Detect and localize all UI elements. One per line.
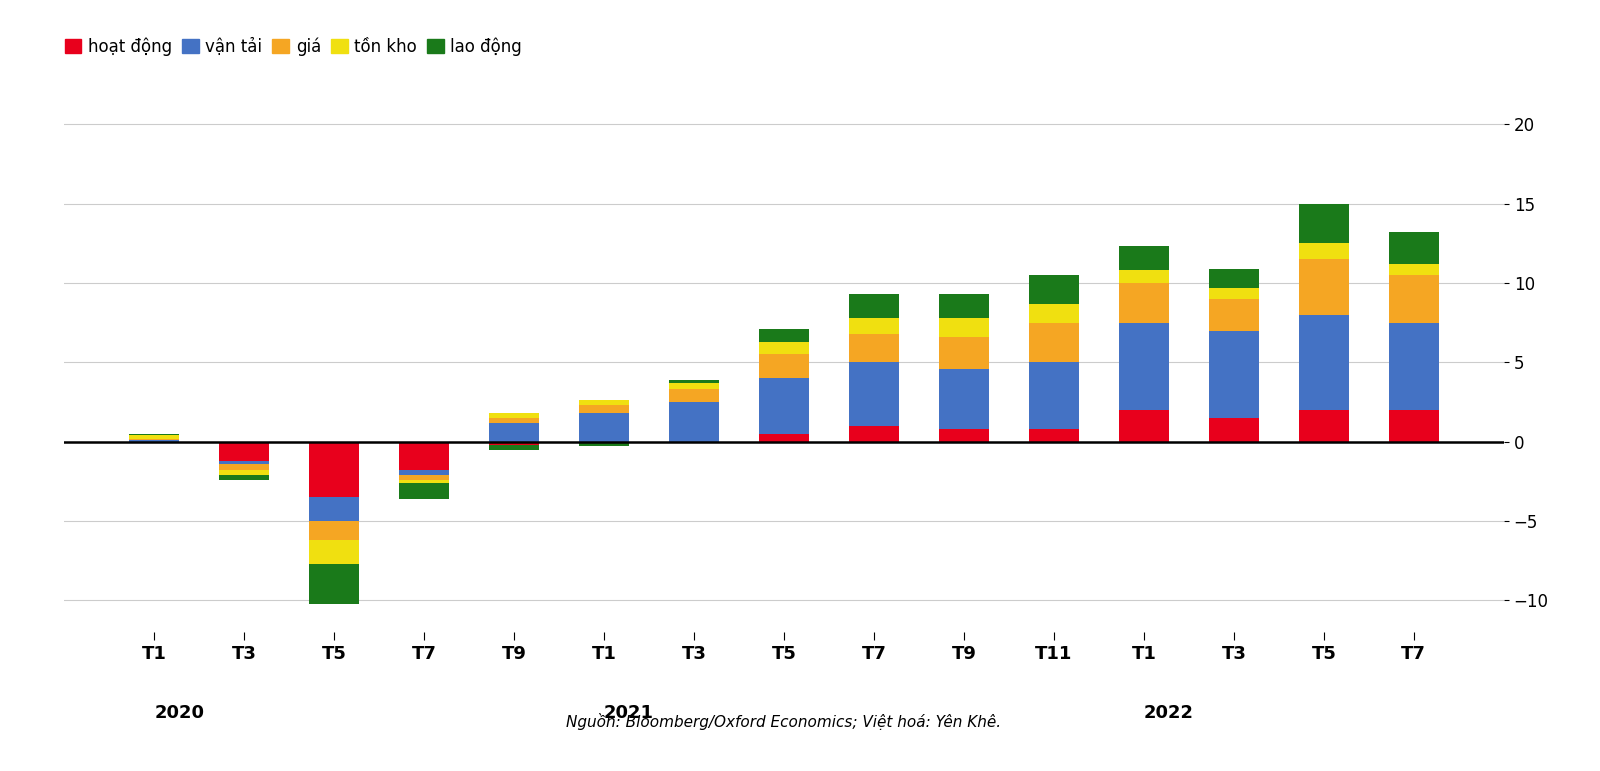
Bar: [309, 442, 358, 497]
Bar: [130, 440, 179, 442]
Bar: [1299, 244, 1349, 259]
Bar: [939, 337, 989, 369]
Bar: [1029, 275, 1078, 304]
Bar: [669, 389, 718, 402]
Bar: [939, 429, 989, 442]
Bar: [309, 540, 358, 564]
Bar: [490, 445, 539, 449]
Bar: [130, 434, 179, 436]
Bar: [579, 442, 629, 443]
Bar: [309, 497, 358, 521]
Bar: [1299, 204, 1349, 244]
Bar: [850, 294, 899, 318]
Bar: [669, 402, 718, 442]
Bar: [939, 318, 989, 337]
Bar: [850, 318, 899, 334]
Text: 2020: 2020: [154, 705, 205, 722]
Bar: [1118, 323, 1168, 410]
Bar: [1299, 259, 1349, 315]
Bar: [219, 464, 269, 470]
Bar: [1118, 247, 1168, 271]
Bar: [309, 521, 358, 540]
Text: 2021: 2021: [605, 705, 654, 722]
Bar: [760, 342, 808, 355]
Bar: [309, 564, 358, 604]
Bar: [490, 442, 539, 445]
Legend: hoạt động, vận tải, giá, tồn kho, lao động: hoạt động, vận tải, giá, tồn kho, lao độ…: [58, 31, 530, 62]
Bar: [760, 329, 808, 342]
Bar: [219, 461, 269, 464]
Bar: [579, 413, 629, 442]
Bar: [939, 369, 989, 429]
Text: Nguồn: Bloomberg/Oxford Economics; Việt hoá: Yên Khê.: Nguồn: Bloomberg/Oxford Economics; Việt …: [566, 713, 1002, 730]
Bar: [579, 406, 629, 413]
Bar: [490, 418, 539, 423]
Bar: [130, 442, 179, 443]
Bar: [1210, 269, 1259, 288]
Bar: [760, 355, 808, 379]
Bar: [1389, 232, 1438, 264]
Bar: [219, 470, 269, 475]
Bar: [1299, 410, 1349, 442]
Bar: [1118, 410, 1168, 442]
Bar: [1210, 299, 1259, 331]
Bar: [400, 483, 450, 499]
Bar: [1299, 315, 1349, 410]
Bar: [850, 426, 899, 442]
Bar: [579, 443, 629, 446]
Bar: [1029, 429, 1078, 442]
Bar: [669, 383, 718, 389]
Bar: [219, 442, 269, 461]
Bar: [1389, 323, 1438, 410]
Bar: [1389, 275, 1438, 323]
Bar: [400, 480, 450, 483]
Bar: [669, 442, 718, 443]
Bar: [1389, 410, 1438, 442]
Bar: [939, 294, 989, 318]
Bar: [1210, 331, 1259, 418]
Bar: [490, 413, 539, 418]
Bar: [1118, 283, 1168, 323]
Bar: [1029, 362, 1078, 429]
Text: 2022: 2022: [1144, 705, 1194, 722]
Bar: [400, 470, 450, 475]
Bar: [400, 475, 450, 480]
Bar: [1118, 271, 1168, 283]
Bar: [1389, 264, 1438, 275]
Bar: [219, 475, 269, 480]
Bar: [669, 380, 718, 383]
Bar: [850, 334, 899, 362]
Bar: [760, 379, 808, 434]
Bar: [1210, 418, 1259, 442]
Bar: [579, 400, 629, 406]
Bar: [490, 423, 539, 442]
Bar: [1210, 288, 1259, 299]
Bar: [760, 434, 808, 442]
Bar: [130, 436, 179, 439]
Bar: [1029, 323, 1078, 362]
Bar: [1029, 304, 1078, 323]
Bar: [400, 442, 450, 470]
Bar: [850, 362, 899, 426]
Bar: [130, 439, 179, 440]
